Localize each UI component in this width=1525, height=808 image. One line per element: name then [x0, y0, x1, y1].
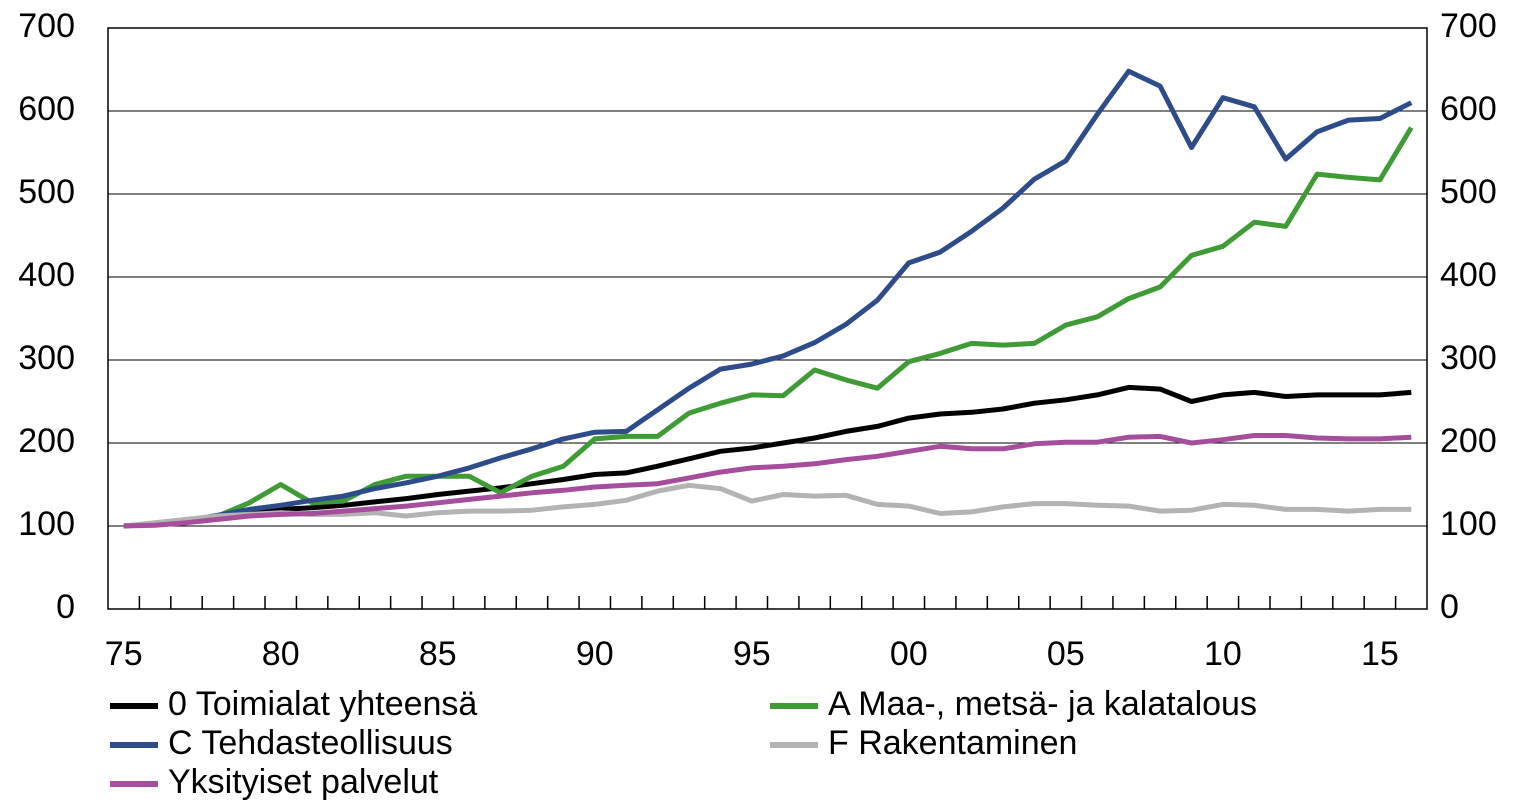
- x-tick-label: 00: [890, 635, 928, 673]
- y2-tick-label: 400: [1440, 256, 1497, 294]
- series-line: [123, 68, 1413, 529]
- x-tick-label: 90: [576, 635, 614, 673]
- legend-label: 0 Toimialat yhteensä: [168, 685, 477, 723]
- x-tick-label: 15: [1361, 635, 1399, 673]
- y2-tick-label: 100: [1440, 505, 1497, 543]
- y2-tick-label: 700: [1440, 7, 1497, 45]
- x-tick-label: 85: [419, 635, 457, 673]
- x-tick-label: 05: [1047, 635, 1085, 673]
- series-line: [123, 384, 1412, 529]
- y2-tick-label: 300: [1440, 339, 1497, 377]
- x-tick-label: 10: [1204, 635, 1242, 673]
- plot-frame: [107, 27, 1428, 610]
- legend-label: F Rakentaminen: [828, 724, 1077, 762]
- y2-tick-label: 200: [1440, 422, 1497, 460]
- x-tick-label: 75: [105, 635, 143, 673]
- y-tick-label: 700: [18, 7, 75, 45]
- legend-label: Yksityiset palvelut: [168, 763, 439, 801]
- y-tick-label: 400: [18, 256, 75, 294]
- legend-label: C Tehdasteollisuus: [168, 724, 453, 762]
- x-tick-label: 80: [262, 635, 300, 673]
- series-line: [123, 433, 1412, 529]
- y-tick-label: 0: [56, 588, 75, 626]
- y-tick-label: 500: [18, 173, 75, 211]
- y2-tick-label: 500: [1440, 173, 1497, 211]
- y2-tick-label: 600: [1440, 90, 1497, 128]
- y-tick-label: 200: [18, 422, 75, 460]
- y2-tick-label: 0: [1440, 588, 1459, 626]
- y-tick-label: 300: [18, 339, 75, 377]
- legend-label: A Maa-, metsä- ja kalatalous: [828, 685, 1257, 723]
- y-tick-label: 600: [18, 90, 75, 128]
- x-tick-label: 95: [733, 635, 771, 673]
- series-line: [123, 482, 1412, 529]
- series-line: [123, 126, 1414, 529]
- y-tick-label: 100: [18, 505, 75, 543]
